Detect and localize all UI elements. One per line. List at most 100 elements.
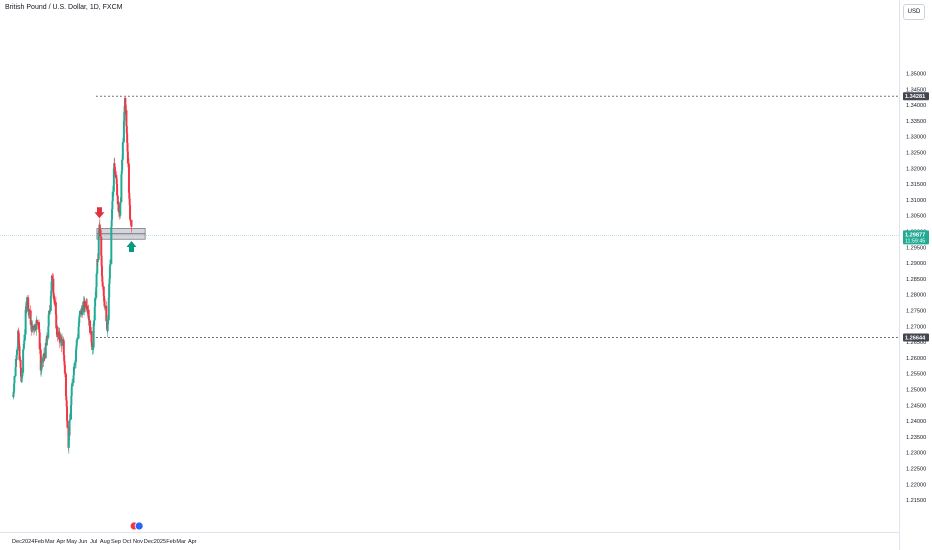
candle-body [79, 310, 81, 315]
currency-button[interactable]: USD [903, 4, 925, 20]
candle-body [120, 174, 123, 202]
candle-body [78, 316, 81, 324]
candle [86, 298, 89, 314]
candle-body [71, 383, 74, 387]
candle-body [64, 373, 67, 397]
candle-body [105, 305, 108, 322]
candle-body [58, 331, 61, 340]
candle-body [21, 372, 24, 379]
candle-body [121, 159, 124, 171]
candle [94, 291, 97, 309]
candle [50, 290, 53, 297]
candle-body [77, 323, 80, 327]
candle-body [122, 120, 125, 143]
candle-body [56, 335, 59, 338]
candle [23, 329, 26, 347]
candle-body [70, 395, 73, 406]
candle [104, 299, 107, 309]
candle-body [33, 324, 36, 331]
candle [48, 309, 51, 315]
candle-body [111, 201, 114, 210]
candle [126, 146, 129, 168]
time-tick-label: Aug [100, 539, 110, 545]
candle-body [50, 281, 53, 291]
candle-body [32, 325, 35, 328]
candle [117, 201, 120, 218]
candle-body [87, 309, 90, 319]
candle-body [63, 360, 66, 365]
candle-body [22, 343, 25, 350]
candle-body [52, 292, 55, 299]
candle-body [26, 297, 29, 302]
buy-arrow-icon [126, 240, 137, 252]
candle [49, 293, 52, 315]
candle-body [104, 305, 107, 307]
candle [17, 330, 20, 345]
candle [29, 305, 32, 330]
candle-body [53, 302, 56, 303]
candle-body [95, 287, 98, 298]
candle [65, 397, 68, 408]
candle [111, 200, 114, 210]
candle-body [126, 133, 129, 143]
candle-body [112, 168, 115, 192]
candle [73, 359, 76, 366]
candle-body [48, 311, 51, 312]
candle [76, 334, 79, 343]
candle [56, 328, 59, 342]
candle-body [116, 195, 119, 205]
candle-body [40, 362, 43, 369]
candle [43, 347, 46, 361]
price-tick-label: 1.27500 [906, 309, 926, 315]
candle [27, 302, 30, 316]
candle-body [111, 191, 114, 202]
candle [103, 295, 106, 303]
candle-body [65, 400, 68, 407]
candle-body [42, 357, 45, 361]
candle [96, 253, 99, 267]
candle [127, 158, 130, 200]
candle-body [95, 273, 98, 288]
badge-value: 1.34281 [905, 94, 925, 100]
candle [79, 310, 81, 318]
candle-body [72, 367, 75, 376]
candle [46, 334, 49, 343]
candle-body [88, 318, 90, 320]
candle-body [28, 310, 31, 313]
candle [105, 301, 108, 323]
candle-body [23, 340, 26, 344]
candle [95, 271, 98, 290]
candle-body [100, 265, 103, 277]
symbol-title: British Pound / U.S. Dollar, 1D, FXCM [5, 4, 123, 11]
candle [123, 111, 126, 124]
candle [26, 295, 29, 308]
candle [61, 336, 64, 341]
candle-body [63, 364, 66, 374]
candle-body [75, 349, 78, 363]
candle-body [22, 349, 25, 373]
candle-body [125, 125, 128, 134]
price-tick-label: 1.32000 [906, 166, 926, 172]
candle [100, 252, 103, 269]
candle-body [130, 220, 133, 227]
candle [103, 297, 106, 309]
candle-body [50, 290, 53, 296]
candle-body [38, 332, 41, 350]
candle [48, 304, 51, 316]
candle-body [97, 235, 100, 260]
candle-body [12, 395, 15, 397]
candle-body [86, 305, 89, 310]
sell-arrow-icon [94, 207, 105, 219]
price-tick-label: 1.33500 [906, 119, 926, 125]
candle-body [12, 391, 15, 395]
candle-body [98, 224, 101, 230]
candle-body [37, 322, 40, 330]
candle-body [55, 325, 58, 336]
price-tick-label: 1.28000 [906, 293, 926, 299]
candle-body [43, 355, 46, 359]
candle-body [125, 110, 128, 126]
candle-body [75, 340, 78, 346]
candle-body [40, 369, 43, 371]
